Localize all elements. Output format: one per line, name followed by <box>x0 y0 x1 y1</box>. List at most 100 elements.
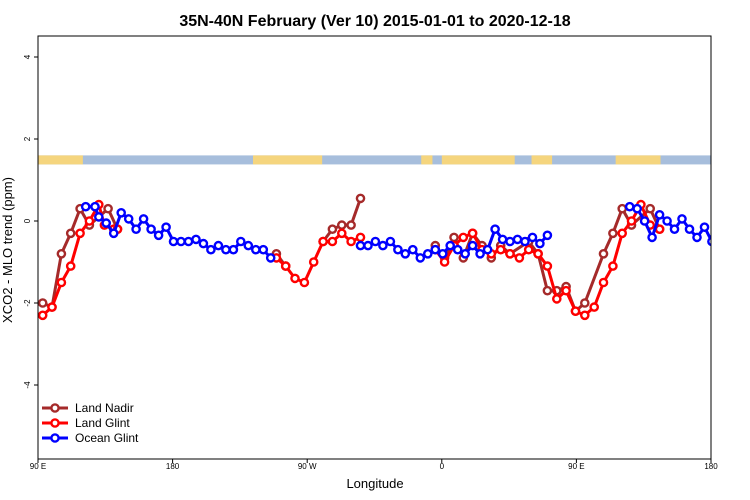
data-point <box>47 302 57 312</box>
data-point <box>108 228 119 239</box>
data-point <box>598 277 609 288</box>
data-point <box>393 244 403 255</box>
data-point <box>716 238 723 245</box>
data-point <box>523 244 534 255</box>
y-tick-label: 4 <box>23 54 32 59</box>
data-point <box>235 236 246 247</box>
data-point <box>191 234 201 245</box>
data-point <box>131 224 141 234</box>
data-point <box>38 310 48 321</box>
data-point <box>617 228 628 239</box>
data-point <box>467 240 478 251</box>
data-point <box>467 228 478 239</box>
data-point <box>460 248 471 259</box>
data-point <box>153 230 164 241</box>
x-tick-label: 180 <box>704 462 718 471</box>
data-point <box>355 193 366 204</box>
land-ocean-mask <box>38 155 711 165</box>
data-point <box>138 214 149 224</box>
data-point <box>206 244 216 255</box>
data-point <box>38 298 48 308</box>
data-point <box>84 216 95 226</box>
data-point <box>327 236 338 247</box>
legend-label: Land Glint <box>75 416 130 430</box>
land-segment <box>615 155 661 165</box>
data-point <box>346 236 356 247</box>
chart-title: 35N-40N February (Ver 10) 2015-01-01 to … <box>179 13 570 30</box>
data-point <box>458 232 469 243</box>
data-point <box>707 236 711 247</box>
data-point <box>645 203 656 214</box>
y-tick-label: 2 <box>23 136 32 141</box>
data-point <box>80 201 91 212</box>
data-point <box>56 248 67 259</box>
data-point <box>422 248 433 259</box>
data-point <box>430 244 441 255</box>
data-point <box>146 224 156 234</box>
land-segment <box>252 155 323 165</box>
data-point <box>280 261 291 271</box>
data-point <box>94 212 104 222</box>
data-point <box>161 222 171 232</box>
legend-label: Land Nadir <box>75 401 134 415</box>
data-point <box>452 244 463 255</box>
legend-label: Ocean Glint <box>75 431 139 445</box>
data-point <box>407 244 418 255</box>
data-point <box>439 257 450 267</box>
data-point <box>385 236 396 247</box>
y-axis-label: XCO2 - MLO trend (ppm) <box>0 177 15 323</box>
data-point <box>336 220 347 230</box>
data-point <box>370 236 381 247</box>
y-tick-label: 0 <box>23 218 32 223</box>
x-tick-label: 90 W <box>298 462 317 471</box>
data-point <box>542 230 553 241</box>
x-tick-label: 90 E <box>568 462 584 471</box>
data-point <box>363 240 373 251</box>
data-point <box>65 228 76 239</box>
data-point <box>580 310 590 321</box>
x-axis: 90 E 180 90 W 0 90 E 180 <box>30 459 718 471</box>
data-point <box>346 220 356 230</box>
y-axis: -4 -2 0 2 4 <box>23 54 38 389</box>
data-point <box>400 248 411 259</box>
data-point <box>308 257 319 267</box>
series-group <box>38 193 730 321</box>
data-point <box>65 261 76 271</box>
data-point <box>669 224 680 234</box>
data-point <box>495 244 506 255</box>
y-tick-label: -2 <box>23 299 32 307</box>
data-point <box>626 216 637 226</box>
data-point <box>617 203 628 214</box>
data-point <box>580 298 590 308</box>
data-point <box>56 277 67 288</box>
data-point <box>213 240 224 251</box>
data-point <box>258 244 269 255</box>
data-point <box>250 244 261 255</box>
data-point <box>608 228 618 239</box>
data-point <box>355 232 366 243</box>
data-point <box>533 248 543 259</box>
data-point <box>355 240 366 251</box>
x-tick-label: 180 <box>166 462 180 471</box>
data-point <box>243 240 254 251</box>
legend-marker <box>50 403 60 413</box>
data-point <box>552 294 562 304</box>
data-point <box>570 306 581 317</box>
data-point <box>378 240 388 251</box>
data-point <box>265 253 276 263</box>
data-point <box>336 228 347 239</box>
data-point <box>514 253 525 263</box>
data-point <box>116 207 126 218</box>
data-point <box>677 214 687 224</box>
data-point <box>654 209 665 220</box>
data-point <box>318 236 328 247</box>
series-line <box>434 201 661 318</box>
data-point <box>445 240 456 251</box>
data-point <box>723 236 730 243</box>
data-point <box>449 232 459 243</box>
land-segment <box>531 155 553 165</box>
legend-marker <box>50 418 60 428</box>
data-point <box>699 222 710 232</box>
data-point <box>512 234 523 245</box>
